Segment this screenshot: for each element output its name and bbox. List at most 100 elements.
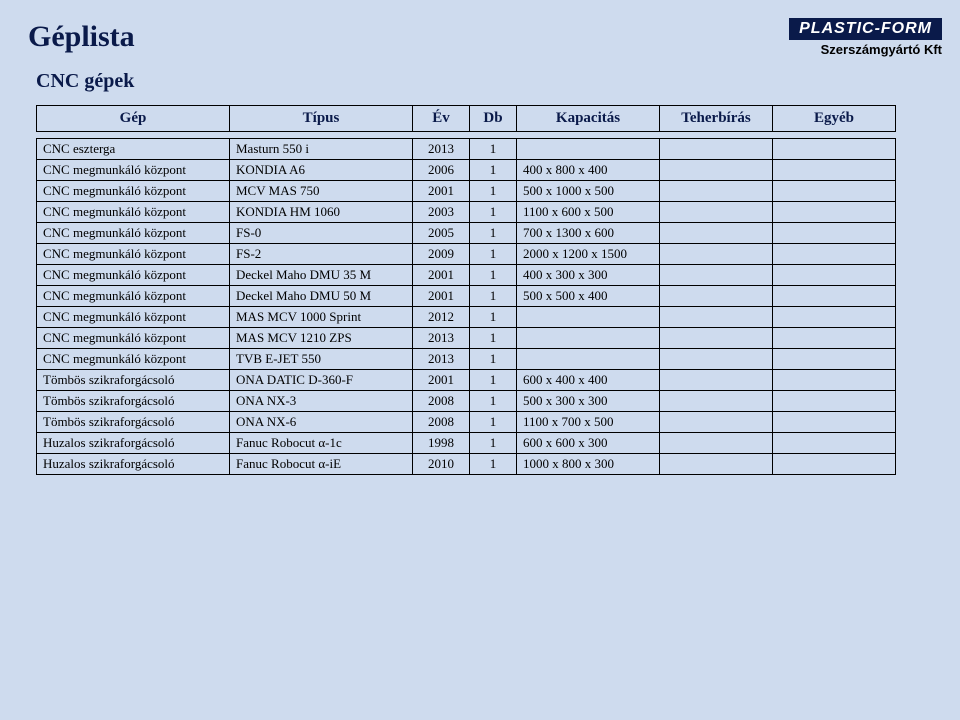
table-cell: 2001 — [413, 370, 470, 391]
table-cell — [773, 349, 896, 370]
table-cell — [773, 370, 896, 391]
table-cell: CNC megmunkáló központ — [37, 307, 230, 328]
table-cell: 1 — [470, 181, 517, 202]
table-cell — [773, 391, 896, 412]
table-cell: 2001 — [413, 286, 470, 307]
table-cell: 1 — [470, 391, 517, 412]
table-cell — [773, 265, 896, 286]
table-cell — [517, 307, 660, 328]
table-cell: 400 x 800 x 400 — [517, 160, 660, 181]
header-table: Gép Típus Év Db Kapacitás Teherbírás Egy… — [36, 105, 896, 132]
table-cell: CNC megmunkáló központ — [37, 160, 230, 181]
table-cell: 1 — [470, 202, 517, 223]
table-cell: 2001 — [413, 181, 470, 202]
table-row: CNC megmunkáló központKONDIA HM 10602003… — [37, 202, 896, 223]
table-cell: 2008 — [413, 391, 470, 412]
table-cell: CNC megmunkáló központ — [37, 181, 230, 202]
table-cell: CNC megmunkáló központ — [37, 244, 230, 265]
table-cell: 1 — [470, 433, 517, 454]
table-cell: Fanuc Robocut α-1c — [230, 433, 413, 454]
table-cell: TVB E-JET 550 — [230, 349, 413, 370]
table-cell: 1 — [470, 370, 517, 391]
table-cell: 600 x 600 x 300 — [517, 433, 660, 454]
table-row: CNC megmunkáló központMAS MCV 1000 Sprin… — [37, 307, 896, 328]
table-cell — [773, 181, 896, 202]
table-cell: 500 x 1000 x 500 — [517, 181, 660, 202]
table-cell: 2009 — [413, 244, 470, 265]
table-cell: 2010 — [413, 454, 470, 475]
table-row: CNC megmunkáló központKONDIA A620061400 … — [37, 160, 896, 181]
table-cell — [517, 349, 660, 370]
table-cell — [660, 139, 773, 160]
table-cell: ONA NX-3 — [230, 391, 413, 412]
table-cell — [773, 286, 896, 307]
table-cell: CNC megmunkáló központ — [37, 286, 230, 307]
table-cell — [773, 202, 896, 223]
table-cell: 500 x 500 x 400 — [517, 286, 660, 307]
table-cell: CNC megmunkáló központ — [37, 265, 230, 286]
table-cell: 1 — [470, 286, 517, 307]
table-cell — [660, 160, 773, 181]
table-cell: Fanuc Robocut α-iE — [230, 454, 413, 475]
table-cell: 1 — [470, 454, 517, 475]
table-cell: Tömbös szikraforgácsoló — [37, 412, 230, 433]
col-header-db: Db — [470, 106, 517, 132]
logo-block: PLASTIC-FORM Szerszámgyártó Kft — [789, 18, 942, 57]
table-cell — [773, 454, 896, 475]
table-cell — [773, 244, 896, 265]
table-cell — [660, 307, 773, 328]
table-cell: 1 — [470, 139, 517, 160]
table-cell — [660, 286, 773, 307]
table-cell — [773, 160, 896, 181]
table-cell — [773, 223, 896, 244]
table-cell: 1 — [470, 412, 517, 433]
table-cell — [773, 307, 896, 328]
table-cell: 1998 — [413, 433, 470, 454]
table-cell: 600 x 400 x 400 — [517, 370, 660, 391]
table-cell: 700 x 1300 x 600 — [517, 223, 660, 244]
table-cell — [660, 181, 773, 202]
table-cell — [660, 244, 773, 265]
table-cell: 2001 — [413, 265, 470, 286]
table-cell: Tömbös szikraforgácsoló — [37, 370, 230, 391]
table-row: CNC megmunkáló központMCV MAS 7502001150… — [37, 181, 896, 202]
table-cell: Tömbös szikraforgácsoló — [37, 391, 230, 412]
table-cell: KONDIA A6 — [230, 160, 413, 181]
table-cell — [660, 391, 773, 412]
table-row: CNC megmunkáló központMAS MCV 1210 ZPS20… — [37, 328, 896, 349]
section-title: CNC gépek — [36, 70, 932, 93]
page: PLASTIC-FORM Szerszámgyártó Kft Géplista… — [0, 0, 960, 495]
logo-brand: PLASTIC-FORM — [789, 18, 942, 40]
table-cell: 1100 x 600 x 500 — [517, 202, 660, 223]
table-cell: 2005 — [413, 223, 470, 244]
table-cell: 1 — [470, 244, 517, 265]
table-cell: 2006 — [413, 160, 470, 181]
table-cell: ONA DATIC D-360-F — [230, 370, 413, 391]
table-cell: MAS MCV 1210 ZPS — [230, 328, 413, 349]
table-cell: 1100 x 700 x 500 — [517, 412, 660, 433]
table-row: Huzalos szikraforgácsolóFanuc Robocut α-… — [37, 433, 896, 454]
table-cell: 2000 x 1200 x 1500 — [517, 244, 660, 265]
table-cell: Deckel Maho DMU 35 M — [230, 265, 413, 286]
col-header-ev: Év — [413, 106, 470, 132]
table-cell — [773, 328, 896, 349]
table-cell: Masturn 550 i — [230, 139, 413, 160]
table-cell: FS-2 — [230, 244, 413, 265]
table-cell: FS-0 — [230, 223, 413, 244]
table-cell — [660, 265, 773, 286]
table-cell: 500 x 300 x 300 — [517, 391, 660, 412]
header-row: Gép Típus Év Db Kapacitás Teherbírás Egy… — [37, 106, 896, 132]
table-cell: MCV MAS 750 — [230, 181, 413, 202]
table-cell: CNC megmunkáló központ — [37, 202, 230, 223]
col-header-kap: Kapacitás — [517, 106, 660, 132]
table-cell: Huzalos szikraforgácsoló — [37, 433, 230, 454]
table-row: CNC megmunkáló központTVB E-JET 55020131 — [37, 349, 896, 370]
table-cell: 2013 — [413, 139, 470, 160]
table-cell — [660, 328, 773, 349]
table-row: Tömbös szikraforgácsolóONA NX-6200811100… — [37, 412, 896, 433]
col-header-tipus: Típus — [230, 106, 413, 132]
table-cell: MAS MCV 1000 Sprint — [230, 307, 413, 328]
table-row: CNC megmunkáló központFS-2200912000 x 12… — [37, 244, 896, 265]
tables-container: Gép Típus Év Db Kapacitás Teherbírás Egy… — [36, 105, 932, 475]
table-cell: Deckel Maho DMU 50 M — [230, 286, 413, 307]
